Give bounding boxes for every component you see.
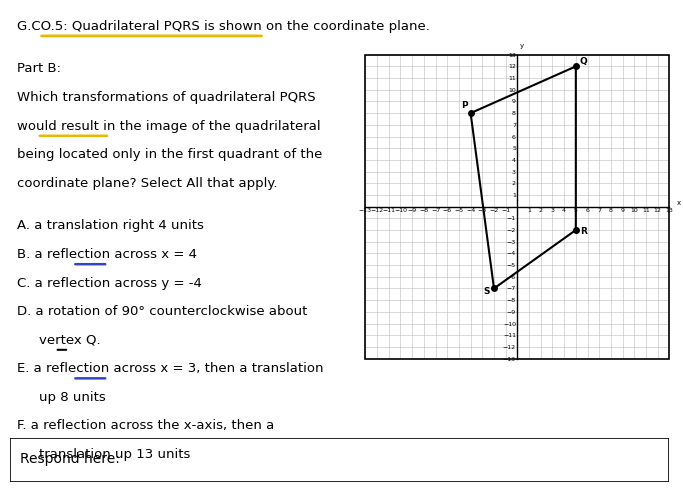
Text: being located only in the first quadrant of the: being located only in the first quadrant… <box>18 148 323 161</box>
Text: E. a reflection across x = 3, then a translation: E. a reflection across x = 3, then a tra… <box>18 362 324 375</box>
Text: x: x <box>677 200 681 206</box>
Text: D. a rotation of 90° counterclockwise about: D. a rotation of 90° counterclockwise ab… <box>18 305 308 318</box>
Text: B. a reflection across x = 4: B. a reflection across x = 4 <box>18 248 197 261</box>
Text: Q: Q <box>579 57 587 66</box>
Text: coordinate plane? Select All that apply.: coordinate plane? Select All that apply. <box>18 177 278 189</box>
Text: G.CO.5: Quadrilateral PQRS is shown on the coordinate plane.: G.CO.5: Quadrilateral PQRS is shown on t… <box>18 20 430 32</box>
Text: Part B:: Part B: <box>18 62 61 75</box>
Text: would result in the image of the quadrilateral: would result in the image of the quadril… <box>18 120 321 132</box>
Text: A. a translation right 4 units: A. a translation right 4 units <box>18 219 204 232</box>
Text: Which transformations of quadrilateral PQRS: Which transformations of quadrilateral P… <box>18 91 316 104</box>
Text: F. a reflection across the x-axis, then a: F. a reflection across the x-axis, then … <box>18 419 275 432</box>
Text: y: y <box>519 43 524 50</box>
Text: translation up 13 units: translation up 13 units <box>39 448 190 461</box>
Text: vertex Q.: vertex Q. <box>39 334 100 346</box>
Text: up 8 units: up 8 units <box>39 391 106 403</box>
Text: R: R <box>581 226 587 236</box>
Text: Respond here:: Respond here: <box>20 452 120 466</box>
Text: S: S <box>484 287 490 296</box>
Text: C. a reflection across y = -4: C. a reflection across y = -4 <box>18 277 202 289</box>
Text: P: P <box>461 101 468 110</box>
